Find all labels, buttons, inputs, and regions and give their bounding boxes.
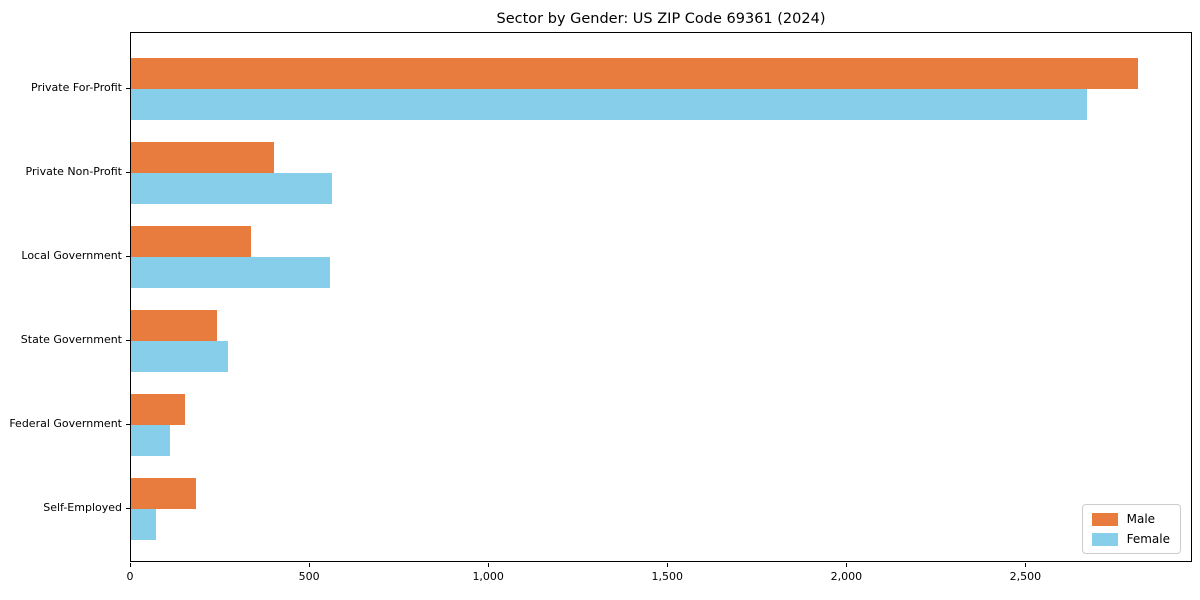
xtick-label-2500: 2,500	[1009, 570, 1042, 583]
legend-label-female: Female	[1126, 532, 1170, 546]
xtick-label-500: 500	[298, 570, 320, 583]
bar-male-private-non-profit	[131, 142, 275, 173]
legend-item-female: Female	[1091, 532, 1170, 546]
xtick-label-1000: 1,000	[472, 570, 504, 583]
ytick-label-private-for-profit: Private For-Profit	[31, 81, 122, 94]
xtick-mark-1000	[488, 563, 490, 567]
xtick-label-1500: 1,500	[651, 570, 684, 583]
ytick-mark-private-for-profit	[126, 88, 130, 89]
xtick-mark-500	[309, 563, 311, 567]
bar-male-local-government	[131, 226, 251, 257]
xtick-mark-0	[130, 563, 131, 567]
bar-male-self-employed	[131, 478, 196, 509]
legend-label-male: Male	[1126, 512, 1156, 526]
xtick-mark-2500	[1025, 563, 1027, 567]
ytick-label-federal-government: Federal Government	[9, 417, 122, 430]
ytick-mark-federal-government	[126, 424, 130, 425]
bar-female-local-government	[131, 257, 330, 288]
chart-title: Sector by Gender: US ZIP Code 69361 (202…	[496, 11, 826, 27]
bar-male-private-for-profit	[131, 58, 1138, 89]
bar-female-private-non-profit	[131, 173, 332, 204]
bar-male-federal-government	[131, 394, 185, 425]
bar-female-self-employed	[131, 509, 157, 540]
legend: Male Female	[1081, 504, 1181, 554]
ytick-mark-local-government	[126, 256, 130, 257]
bar-female-state-government	[131, 341, 228, 372]
ytick-mark-private-non-profit	[126, 172, 130, 173]
ytick-mark-self-employed	[126, 508, 130, 509]
bar-female-private-for-profit	[131, 89, 1088, 120]
ytick-label-self-employed: Self-Employed	[43, 501, 122, 514]
legend-swatch-male	[1091, 512, 1118, 526]
xtick-mark-1500	[667, 563, 669, 567]
xtick-mark-2000	[846, 563, 848, 567]
legend-item-male: Male	[1091, 512, 1170, 526]
xtick-label-2000: 2,000	[830, 570, 863, 583]
xtick-label-0: 0	[126, 570, 134, 583]
bar-female-federal-government	[131, 425, 171, 456]
ytick-label-private-non-profit: Private Non-Profit	[25, 165, 122, 178]
bar-male-state-government	[131, 310, 217, 341]
legend-swatch-female	[1091, 532, 1118, 546]
ytick-mark-state-government	[126, 340, 130, 341]
plot-area: Male Female	[130, 32, 1192, 562]
ytick-label-state-government: State Government	[20, 333, 122, 346]
ytick-label-local-government: Local Government	[21, 249, 122, 262]
